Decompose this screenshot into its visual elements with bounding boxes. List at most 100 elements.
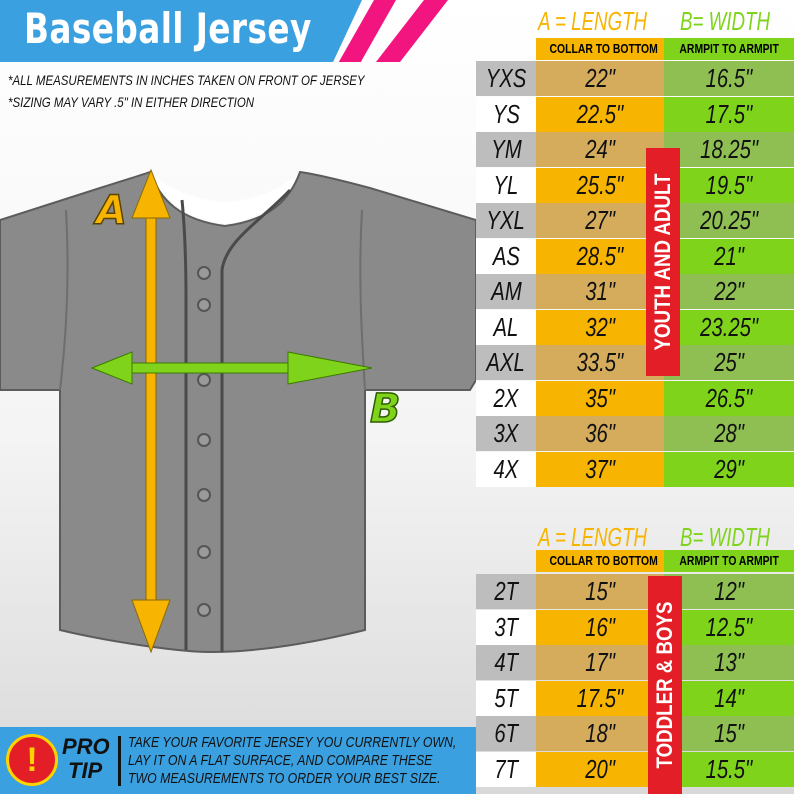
width-cell: 12.5" xyxy=(664,609,794,645)
length-cell: 18" xyxy=(536,716,664,751)
jersey-button xyxy=(197,373,211,387)
size-row: AS 28.5" 21" xyxy=(476,238,794,274)
size-cell: 2X xyxy=(476,380,536,416)
size-row: 3T 16" 12.5" xyxy=(476,609,794,645)
size-row: AM 31" 22" xyxy=(476,274,794,309)
width-cell: 19.5" xyxy=(664,167,794,203)
jersey-button xyxy=(197,298,211,312)
label-b: B xyxy=(370,386,401,432)
size-cell: YL xyxy=(476,167,536,203)
size-row: 2T 15" 12" xyxy=(476,574,794,609)
size-row: YL 25.5" 19.5" xyxy=(476,167,794,203)
jersey-button xyxy=(197,488,211,502)
adult-subheader-width: ARMPIT TO ARMPIT xyxy=(664,38,794,60)
width-cell: 16.5" xyxy=(664,61,794,96)
size-cell: YM xyxy=(476,132,536,167)
length-cell: 33.5" xyxy=(536,345,664,380)
width-cell: 12" xyxy=(664,574,794,609)
jersey-button xyxy=(197,603,211,617)
width-cell: 17.5" xyxy=(664,96,794,132)
size-cell: YXL xyxy=(476,203,536,238)
pro-tip-box xyxy=(0,727,476,794)
adult-header-width: B= WIDTH xyxy=(680,6,770,36)
youth-adult-label: YOUTH AND ADULT xyxy=(646,148,680,376)
jersey-diagram: A B xyxy=(0,168,476,654)
length-cell: 22.5" xyxy=(536,96,664,132)
size-cell: YS xyxy=(476,96,536,132)
size-cell: AS xyxy=(476,238,536,274)
width-cell: 20.25" xyxy=(664,203,794,238)
width-cell: 28" xyxy=(664,416,794,451)
size-row: 5T 17.5" 14" xyxy=(476,680,794,716)
size-cell: 6T xyxy=(476,716,536,751)
size-row: 6T 18" 15" xyxy=(476,716,794,751)
width-cell: 21" xyxy=(664,238,794,274)
title-banner xyxy=(0,0,362,62)
measurement-note: *ALL MEASUREMENTS IN INCHES TAKEN ON FRO… xyxy=(8,72,365,88)
size-cell: 4X xyxy=(476,451,536,487)
length-cell: 17.5" xyxy=(536,680,664,716)
pro-tip-label-tip: TIP xyxy=(68,758,103,783)
size-row: 2X 35" 26.5" xyxy=(476,380,794,416)
jersey-button xyxy=(197,433,211,447)
alert-icon: ! xyxy=(6,734,58,786)
size-row: 4X 37" 29" xyxy=(476,451,794,487)
jersey-button xyxy=(197,545,211,559)
jersey-sleeve-seam-right xyxy=(359,209,366,391)
toddler-header-length: A = LENGTH xyxy=(538,522,648,552)
size-row: YM 24" 18.25" xyxy=(476,132,794,167)
length-cell: 32" xyxy=(536,309,664,345)
pro-tip-line-2: LAY IT ON A FLAT SURFACE, AND COMPARE TH… xyxy=(128,752,433,769)
jersey-body xyxy=(0,170,476,654)
length-cell: 17" xyxy=(536,645,664,680)
size-row: YXS 22" 16.5" xyxy=(476,61,794,96)
width-cell: 26.5" xyxy=(664,380,794,416)
width-cell: 13" xyxy=(664,645,794,680)
toddler-subheader-width: ARMPIT TO ARMPIT xyxy=(664,550,794,572)
toddler-boys-label: TODDLER & BOYS xyxy=(648,576,682,794)
jersey-collar xyxy=(152,174,298,224)
size-cell: AM xyxy=(476,274,536,309)
size-cell: AXL xyxy=(476,345,536,380)
size-cell: 5T xyxy=(476,680,536,716)
size-row: 3X 36" 28" xyxy=(476,416,794,451)
width-cell: 18.25" xyxy=(664,132,794,167)
width-arrow xyxy=(90,351,373,385)
size-cell: 4T xyxy=(476,645,536,680)
size-cell: YXS xyxy=(476,61,536,96)
page-title: Baseball Jersey xyxy=(24,4,312,53)
pro-tip-divider xyxy=(118,736,121,786)
toddler-header-width: B= WIDTH xyxy=(680,522,770,552)
width-cell: 15.5" xyxy=(664,751,794,787)
length-cell: 28.5" xyxy=(536,238,664,274)
width-cell: 14" xyxy=(664,680,794,716)
width-cell: 25" xyxy=(664,345,794,380)
length-cell: 22" xyxy=(536,61,664,96)
size-row: YS 22.5" 17.5" xyxy=(476,96,794,132)
toddler-subheader-length: COLLAR TO BOTTOM xyxy=(536,550,664,572)
length-cell: 20" xyxy=(536,751,664,787)
size-row: 7T 20" 15.5" xyxy=(476,751,794,787)
label-a: A xyxy=(93,188,127,234)
pro-tip-line-1: TAKE YOUR FAVORITE JERSEY YOU CURRENTLY … xyxy=(128,734,457,751)
pro-tip-label-pro: PRO xyxy=(62,734,110,759)
length-cell: 16" xyxy=(536,609,664,645)
adult-subheader-length: COLLAR TO BOTTOM xyxy=(536,38,664,60)
width-cell: 15" xyxy=(664,716,794,751)
size-cell: 3X xyxy=(476,416,536,451)
length-cell: 15" xyxy=(536,574,664,609)
size-cell: AL xyxy=(476,309,536,345)
size-row: AXL 33.5" 25" xyxy=(476,345,794,380)
length-cell: 27" xyxy=(536,203,664,238)
width-cell: 22" xyxy=(664,274,794,309)
adult-header-length: A = LENGTH xyxy=(538,6,648,36)
sizing-note: *SIZING MAY VARY .5" IN EITHER DIRECTION xyxy=(8,94,255,110)
jersey-buttons xyxy=(197,266,211,617)
length-cell: 24" xyxy=(536,132,664,167)
length-cell: 36" xyxy=(536,416,664,451)
length-cell: 31" xyxy=(536,274,664,309)
jersey-placket-left xyxy=(180,199,188,650)
width-cell: 23.25" xyxy=(664,309,794,345)
length-cell: 37" xyxy=(536,451,664,487)
